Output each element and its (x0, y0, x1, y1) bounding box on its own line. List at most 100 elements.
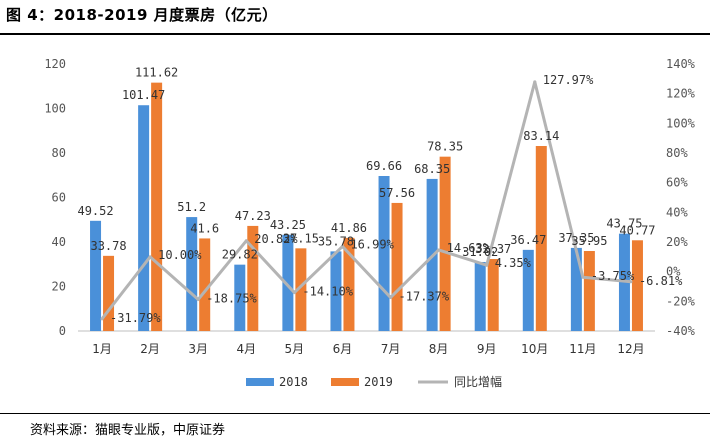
y-right-tick-label: 40% (666, 205, 688, 219)
growth-point (244, 239, 248, 243)
label-2019: 78.35 (427, 140, 463, 154)
y-left-tick-label: 60 (52, 191, 66, 205)
y-right-tick-label: -40% (666, 324, 696, 338)
y-right-tick-label: -20% (666, 294, 696, 308)
growth-point (148, 255, 152, 259)
label-2018: 43.25 (270, 218, 306, 232)
label-2018: 68.35 (414, 162, 450, 176)
bar-2018 (378, 176, 390, 331)
source-divider (0, 413, 710, 414)
label-growth: 20.82% (254, 232, 298, 246)
chart-title: 图 4：2018-2019 月度票房（亿元） (6, 6, 278, 24)
x-tick-label: 11月 (569, 342, 596, 356)
label-2019: 41.86 (331, 221, 367, 235)
y-right-tick-label: 0% (666, 265, 681, 279)
chart-axes: 0 20 40 60 80 100 120 -40% -20% 0% 20% 40% 60% 80% 100… (44, 57, 695, 356)
label-2018: 51.2 (177, 200, 206, 214)
x-tick-label: 12月 (617, 342, 644, 356)
bar-2019 (247, 225, 259, 331)
title-divider (0, 33, 710, 35)
growth-point (629, 280, 633, 284)
label-2019: 47.23 (235, 209, 271, 223)
label-2018: 37.35 (558, 231, 594, 245)
bar-2018 (570, 247, 582, 331)
bar-2019 (343, 237, 355, 331)
growth-point (533, 80, 537, 84)
label-2019: 37.15 (283, 231, 319, 245)
bar-2018 (138, 105, 150, 331)
y-right-tick-label: 100% (666, 116, 696, 130)
bar-2018 (474, 261, 486, 331)
y-right-tick-label: 120% (666, 87, 696, 101)
y-left-tick-label: 20 (52, 280, 66, 294)
label-growth: -31.79% (110, 311, 161, 325)
chart-bars (90, 82, 643, 331)
label-2019: 32.37 (475, 242, 511, 256)
bar-2018 (186, 217, 198, 331)
bar-2019 (535, 146, 547, 331)
growth-point (485, 263, 489, 267)
label-growth: 10.00% (158, 248, 202, 262)
label-growth: -17.37% (399, 289, 450, 303)
bar-2019 (487, 258, 499, 331)
bar-2019 (391, 202, 403, 331)
label-2019: 111.62 (135, 66, 178, 80)
bar-2018 (522, 249, 534, 331)
bar-2019 (103, 255, 115, 331)
y-left-tick-label: 80 (52, 146, 66, 160)
source-note: 资料来源：猫眼专业版，中原证券 (30, 423, 226, 438)
label-growth: -18.75% (206, 291, 257, 305)
label-growth: 4.35% (495, 256, 532, 270)
label-2018: 35.78 (318, 234, 354, 248)
legend-label: 同比增幅 (454, 374, 502, 389)
x-tick-label: 2月 (140, 342, 160, 356)
bar-2018 (90, 220, 102, 331)
y-right-tick-label: 80% (666, 146, 688, 160)
chart-data-labels: 49.52 33.78 -31.79% 101.47 111.62 10.00% 51.2 4… (77, 66, 683, 325)
x-tick-label: 4月 (236, 342, 256, 356)
label-2019: 57.56 (379, 186, 415, 200)
label-2018: 69.66 (366, 159, 402, 173)
bar-2019 (631, 240, 643, 331)
bar-2019 (295, 248, 307, 331)
y-right-tick-label: 20% (666, 235, 688, 249)
growth-point (196, 297, 200, 301)
label-2019: 40.77 (619, 223, 655, 237)
x-tick-label: 7月 (381, 342, 401, 356)
growth-point (389, 295, 393, 299)
chart-legend: 2018 2019 同比增幅 (246, 374, 502, 389)
y-right-tick-label: 140% (666, 57, 696, 71)
legend-label: 2018 (279, 375, 308, 389)
growth-point (100, 317, 104, 321)
y-left-tick-label: 120 (44, 57, 66, 71)
label-2019: 41.6 (190, 221, 219, 235)
y-right-tick-label: 60% (666, 176, 688, 190)
label-2018: 36.47 (510, 233, 546, 247)
label-growth: -3.75% (591, 269, 635, 283)
x-tick-label: 6月 (333, 342, 353, 356)
bar-2019 (439, 156, 451, 331)
bar-2019 (151, 82, 163, 331)
label-growth: -14.10% (302, 285, 353, 299)
legend-swatch (331, 378, 359, 386)
label-growth: -6.81% (639, 274, 683, 288)
label-growth: 14.63% (447, 241, 491, 255)
growth-point (581, 275, 585, 279)
growth-point (292, 291, 296, 295)
growth-line (100, 80, 633, 321)
label-2018: 43.75 (606, 217, 642, 231)
label-2018: 49.52 (77, 204, 113, 218)
x-tick-label: 5月 (285, 342, 305, 356)
label-2019: 35.95 (571, 234, 607, 248)
y-left-tick-label: 100 (44, 102, 66, 116)
legend-swatch (246, 378, 274, 386)
y-left-tick-label: 40 (52, 235, 66, 249)
bar-2018 (282, 234, 294, 331)
bar-2018 (234, 264, 246, 331)
bar-2019 (199, 238, 211, 331)
label-growth: 16.99% (350, 237, 394, 251)
x-tick-label: 9月 (477, 342, 497, 356)
x-tick-label: 3月 (188, 342, 208, 356)
legend-label: 2019 (364, 375, 393, 389)
